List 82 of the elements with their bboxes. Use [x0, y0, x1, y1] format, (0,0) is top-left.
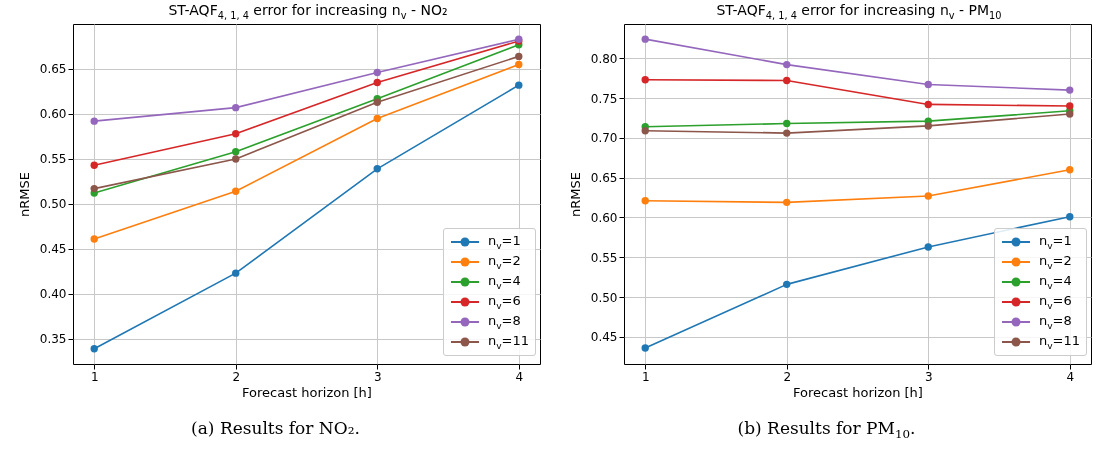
point — [641, 35, 649, 43]
legend-label: n$_{v}$=2 — [1038, 253, 1072, 271]
x-tick-label: 3 — [924, 369, 933, 384]
legend-label: n$_{v}$=11 — [1038, 333, 1080, 351]
point — [783, 129, 791, 137]
point — [373, 68, 381, 77]
x-tick-label: 2 — [232, 369, 241, 384]
point — [232, 130, 240, 138]
legend-label: n$_{v}$=1 — [1038, 233, 1072, 251]
y-axis-title: nRMSE — [567, 172, 583, 217]
point — [924, 192, 932, 200]
point — [515, 52, 523, 61]
x-axis-title: Forecast horizon [h] — [242, 384, 372, 400]
x-tick-label: 4 — [1066, 369, 1075, 384]
text: (a) Results for NO₂. — [190, 418, 361, 438]
point — [232, 148, 240, 156]
point — [90, 184, 98, 193]
point — [1066, 166, 1074, 174]
point — [373, 114, 381, 123]
legend-label: n$_{v}$=11 — [487, 333, 529, 351]
point — [232, 269, 240, 277]
y-tick-label: 0.50 — [590, 290, 618, 305]
y-tick-label: 0.45 — [590, 330, 618, 345]
y-tick-label: 0.70 — [590, 131, 618, 146]
legend-label: n$_{v}$=1 — [487, 233, 521, 251]
point — [1066, 86, 1074, 94]
point — [373, 78, 381, 87]
point — [641, 197, 649, 205]
x-tick-label: 2 — [783, 369, 792, 384]
y-tick-label: 0.75 — [590, 91, 618, 106]
legend-label: n$_{v}$=6 — [1038, 293, 1072, 311]
legend-label: n$_{v}$=2 — [487, 253, 521, 271]
point — [232, 103, 240, 112]
y-tick-label: 0.60 — [590, 210, 618, 225]
point — [1066, 102, 1074, 110]
y-tick-label: 0.50 — [39, 197, 67, 212]
point — [1066, 212, 1074, 221]
legend-label: n$_{v}$=4 — [487, 273, 521, 291]
y-tick-label: 0.45 — [39, 242, 67, 257]
chart-title: ST-AQF$_{4, 1, 4}$ error for increasing n$_{v}$ - PM$_{10}$ — [715, 2, 1003, 21]
point — [90, 161, 98, 169]
y-tick-label: 0.40 — [39, 287, 67, 302]
point — [373, 165, 381, 173]
point — [515, 81, 523, 89]
point — [783, 198, 791, 207]
point — [515, 60, 523, 69]
point — [924, 243, 932, 251]
y-tick-label: 0.55 — [590, 250, 618, 265]
point — [232, 155, 240, 163]
point — [232, 187, 240, 195]
point — [924, 100, 932, 109]
point — [783, 60, 791, 69]
point — [641, 344, 649, 352]
point — [924, 80, 932, 89]
legend-label: n$_{v}$=4 — [1038, 273, 1072, 291]
point — [924, 122, 932, 130]
y-tick-label: 0.55 — [39, 152, 67, 167]
point — [783, 119, 791, 128]
y-tick-label: 0.65 — [590, 171, 618, 186]
point — [641, 127, 649, 135]
y-tick-label: 0.60 — [39, 107, 67, 122]
y-tick-label: 0.80 — [590, 51, 618, 66]
text: (b) Results for PM$_{10}$. — [736, 418, 917, 442]
point — [90, 345, 98, 353]
y-tick-label: 0.65 — [39, 62, 67, 77]
y-axis-title: nRMSE — [16, 172, 32, 217]
point — [783, 280, 791, 289]
chart-title: ST-AQF$_{4, 1, 4}$ error for increasing n$_{v}$ - NO₂ — [167, 2, 449, 21]
legend-label: n$_{v}$=8 — [487, 313, 521, 331]
point — [90, 117, 98, 125]
legend-label: n$_{v}$=6 — [487, 293, 521, 311]
point — [373, 98, 381, 106]
point — [783, 76, 791, 85]
point — [641, 76, 649, 84]
x-tick-label: 3 — [373, 369, 382, 384]
x-axis-title: Forecast horizon [h] — [793, 384, 923, 400]
x-tick-label: 1 — [641, 369, 650, 384]
point — [90, 235, 98, 243]
x-tick-label: 1 — [90, 369, 99, 384]
x-tick-label: 4 — [515, 369, 524, 384]
y-tick-label: 0.35 — [39, 332, 67, 347]
legend-label: n$_{v}$=8 — [1038, 313, 1072, 331]
